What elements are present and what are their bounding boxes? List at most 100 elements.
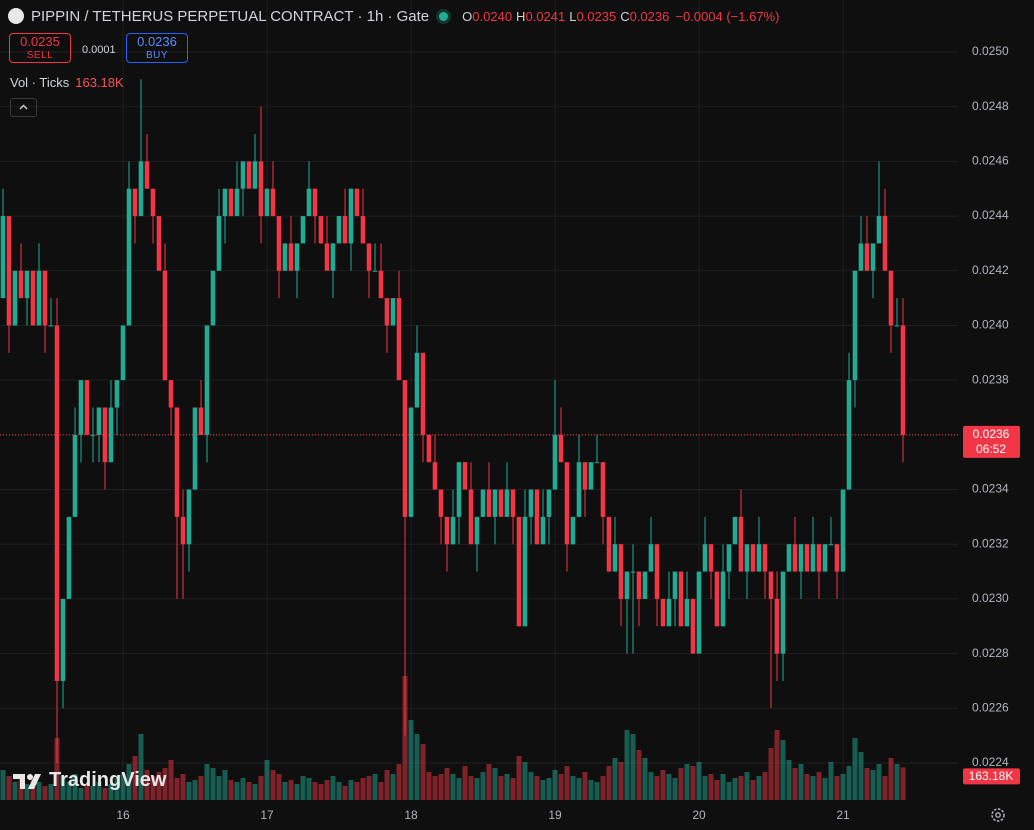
y-tick-label: 0.0234 [972, 482, 1009, 496]
candle-body [792, 544, 798, 572]
candle-body [456, 462, 462, 517]
candle-body [486, 489, 492, 517]
candle-body [726, 544, 732, 572]
volume-bar [78, 788, 84, 800]
volume-bar [792, 768, 798, 800]
volume-bar [12, 782, 18, 800]
candle-body [588, 462, 594, 490]
volume-bar [870, 770, 876, 800]
candle-body [66, 516, 72, 599]
volume-bar [378, 782, 384, 800]
sell-label: SELL [26, 50, 54, 61]
candle-body [216, 216, 222, 271]
volume-bar [198, 776, 204, 800]
volume-bar [420, 744, 426, 800]
candle-body [870, 243, 876, 271]
candle-body [78, 380, 84, 435]
candle-body [378, 270, 384, 299]
candle-body [12, 270, 18, 326]
candle-body [816, 544, 822, 572]
candle-body [276, 216, 282, 271]
price-tag-countdown: 06:52 [976, 442, 1006, 456]
volume-bar [708, 774, 714, 800]
candle-body [738, 516, 744, 572]
candle-body [348, 188, 354, 244]
candle-body [522, 516, 528, 627]
volume-bar [354, 782, 360, 800]
symbol-title[interactable]: PIPPIN / TETHERUS PERPETUAL CONTRACT · 1… [31, 7, 430, 25]
candle-body [708, 544, 714, 572]
candle-body [882, 216, 888, 271]
symbol-icon [8, 8, 24, 24]
candle-body [606, 516, 612, 572]
logo-part [28, 773, 41, 789]
collapse-button[interactable] [10, 98, 37, 117]
candle-body [138, 161, 144, 217]
candle-body [432, 462, 438, 490]
candle-body [420, 352, 426, 435]
volume-bar [720, 774, 726, 800]
volume-bar [654, 776, 660, 800]
volume-bar [216, 776, 222, 800]
volume-bar [222, 770, 228, 800]
volume-title[interactable]: Vol · Ticks [10, 75, 70, 90]
candle-body [624, 571, 630, 599]
candle-body [342, 216, 348, 244]
volume-bar [186, 782, 192, 800]
chevron-path [19, 104, 28, 110]
logo-part [13, 773, 25, 789]
candle-body [54, 325, 60, 681]
candle-body [480, 489, 486, 517]
volume-bar [180, 774, 186, 800]
volume-bar [456, 778, 462, 800]
volume-bar [798, 764, 804, 800]
candle-body [534, 489, 540, 545]
volume-bar [606, 766, 612, 800]
volume-bar [240, 778, 246, 800]
volume-bar [822, 778, 828, 800]
volume-bar [636, 750, 642, 800]
candle-body [336, 216, 342, 244]
chevron [19, 104, 28, 110]
y-tick-label: 0.0238 [972, 372, 1009, 386]
volume-bar [816, 772, 822, 800]
volume-bar [312, 782, 318, 800]
y-tick-label: 0.0228 [972, 646, 1009, 660]
candle-body [564, 462, 570, 545]
candle-body [168, 380, 174, 408]
volume-bar [306, 778, 312, 800]
settings-icon[interactable] [991, 808, 1005, 822]
volume-bar [450, 774, 456, 800]
candle-body [24, 270, 30, 299]
volume-tag-label: 163.18K [969, 769, 1014, 783]
sell-button[interactable]: 0.0235 SELL [9, 33, 71, 63]
candle-body [582, 462, 588, 490]
candle-body [198, 407, 204, 435]
volume-bar [168, 760, 174, 800]
volume-bar [774, 730, 780, 800]
volume-bar [264, 760, 270, 800]
price-tag [963, 425, 1020, 458]
candle-body [414, 352, 420, 408]
candle-body [162, 270, 168, 381]
volume-bar [24, 784, 30, 800]
volume-bar [840, 774, 846, 800]
market-status[interactable] [439, 11, 449, 21]
volume-bar [750, 780, 756, 800]
volume-bar [138, 734, 144, 800]
volume-bar [360, 778, 366, 800]
volume-bar [690, 766, 696, 800]
candle-body [684, 598, 690, 627]
volume-bar [498, 776, 504, 800]
candle-body [510, 489, 516, 517]
volume-value: 163.18K [75, 75, 124, 90]
x-tick-label: 19 [548, 808, 562, 822]
x-tick-label: 16 [116, 808, 130, 822]
volume-bar [834, 776, 840, 800]
candle-body [252, 161, 258, 189]
volume-bar [90, 786, 96, 800]
volume-bar [294, 784, 300, 800]
buy-button[interactable]: 0.0236 BUY [126, 33, 188, 63]
volume-bar [858, 752, 864, 800]
